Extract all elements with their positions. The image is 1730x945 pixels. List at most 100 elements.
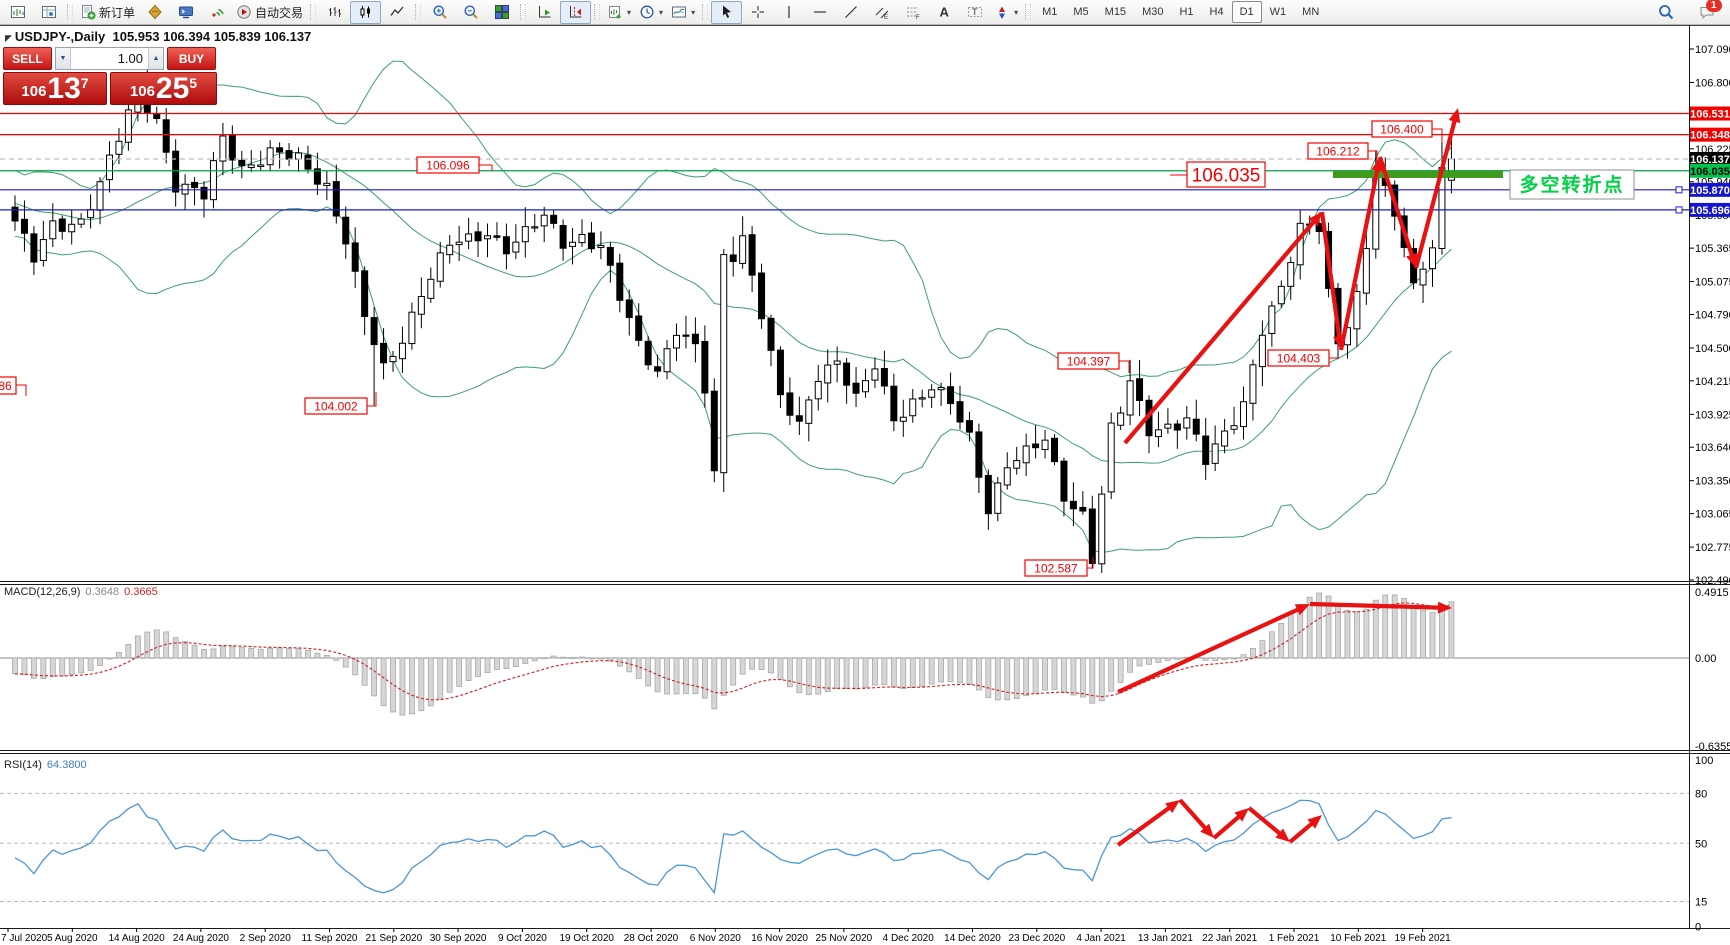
- buy-button[interactable]: BUY: [167, 47, 216, 70]
- svg-text:9 Oct 2020: 9 Oct 2020: [498, 933, 547, 944]
- label-icon: T: [967, 4, 983, 20]
- search-button[interactable]: [1650, 1, 1681, 24]
- tf-m1[interactable]: M1: [1042, 6, 1058, 18]
- trendline-button[interactable]: [835, 1, 866, 24]
- zoomout-icon: [463, 4, 479, 20]
- panel-frames: [0, 25, 1730, 929]
- macd-panel: [0, 592, 1689, 716]
- crosshair-button[interactable]: [742, 1, 773, 24]
- svg-text:102.490: 102.490: [1695, 575, 1730, 587]
- svg-text:A: A: [939, 5, 949, 20]
- chart-annotations[interactable]: 106.096 106.035 106.212 106.400 104.397 104.4…: [0, 120, 1635, 577]
- price-axis[interactable]: 107.090106.800106.510106.225105.940105.6…: [1689, 44, 1730, 934]
- vline-icon: [781, 4, 797, 20]
- svg-text:E: E: [884, 15, 888, 20]
- arrows-button[interactable]: ▾: [990, 1, 1022, 24]
- support-zone-bar: [1333, 171, 1503, 178]
- tf-h4[interactable]: H4: [1209, 6, 1224, 18]
- tf-m30[interactable]: M30: [1142, 6, 1164, 18]
- label-button[interactable]: T: [959, 1, 990, 24]
- auto-scroll-button[interactable]: [529, 1, 560, 24]
- autotrading-button-label: 自动交易: [255, 5, 304, 20]
- ask-price-panel[interactable]: 106 25 5: [110, 72, 217, 105]
- styles-button[interactable]: [139, 1, 170, 24]
- svg-text:102.775: 102.775: [1695, 542, 1730, 554]
- periods-button[interactable]: ▾: [635, 1, 667, 24]
- volume-value[interactable]: 1.00: [117, 51, 143, 66]
- svg-text:13 Jan 2021: 13 Jan 2021: [1138, 933, 1193, 944]
- svg-text:104.002: 104.002: [314, 399, 358, 413]
- zoomin-icon: [432, 4, 448, 20]
- svg-text:106.531: 106.531: [1690, 109, 1730, 121]
- bid-price-panel[interactable]: 106 13 7: [3, 72, 107, 105]
- toolbar-group-scroll: [529, 0, 592, 25]
- profiles-button[interactable]: [33, 1, 64, 24]
- signals-button[interactable]: [201, 1, 232, 24]
- svg-text:19 Oct 2020: 19 Oct 2020: [559, 933, 614, 944]
- tf-m15[interactable]: M15: [1104, 6, 1127, 18]
- svg-text:106.348: 106.348: [1690, 130, 1730, 142]
- toolbar-group-zoom: [424, 0, 517, 25]
- svg-text:6 Nov 2020: 6 Nov 2020: [690, 933, 742, 944]
- date-axis[interactable]: 7 Jul 2020 5 Aug 2020 14 Aug 2020 24 Aug 20…: [1, 928, 1451, 944]
- hline-button[interactable]: [804, 1, 835, 24]
- bar-chart-button[interactable]: [319, 1, 350, 24]
- turning-point-box: [1509, 169, 1635, 200]
- toolbar-group-separator: [702, 4, 709, 20]
- notifications-button[interactable]: 1: [1691, 0, 1722, 24]
- rsi-value: 64.3800: [46, 759, 87, 771]
- chart-corner-icon: ◤: [5, 33, 12, 43]
- svg-text:104.215: 104.215: [1695, 376, 1730, 388]
- tf-m5[interactable]: M5: [1073, 6, 1089, 18]
- signals-icon: [209, 4, 225, 20]
- toolbar-group-windows: [2, 0, 64, 25]
- line-chart-button[interactable]: [381, 1, 412, 24]
- svg-text:105.365: 105.365: [1695, 243, 1730, 255]
- price-label-box: [1307, 142, 1369, 160]
- cursor-button[interactable]: [711, 0, 743, 24]
- candlestick-button[interactable]: [350, 0, 382, 24]
- text-button[interactable]: A: [928, 1, 959, 24]
- new-order-button[interactable]: 新订单: [76, 1, 139, 24]
- toolbar-group-separator: [415, 4, 422, 20]
- svg-text:103.350: 103.350: [1695, 476, 1730, 488]
- tf-mn[interactable]: MN: [1302, 6, 1320, 18]
- fibo-button[interactable]: F: [897, 1, 928, 24]
- toolbar-right: 1: [1650, 0, 1730, 24]
- tile-windows-button[interactable]: [486, 1, 517, 24]
- chart-shift-button[interactable]: [560, 0, 592, 24]
- svg-text:24 Aug 2020: 24 Aug 2020: [173, 933, 230, 944]
- volume-increase-button[interactable]: ▲: [148, 48, 163, 69]
- svg-text:4 Dec 2020: 4 Dec 2020: [883, 933, 935, 944]
- linechart-icon: [389, 4, 405, 20]
- new-chart-button[interactable]: ▾: [603, 1, 635, 24]
- svg-text:103.640: 103.640: [1695, 442, 1730, 454]
- tile-icon: [494, 4, 510, 20]
- fibo-icon: F: [905, 4, 921, 20]
- toolbar-group-chart-type: [319, 0, 412, 25]
- dropdown-caret-icon: ▾: [627, 7, 632, 17]
- vline-button[interactable]: [773, 1, 804, 24]
- sell-button[interactable]: SELL: [3, 47, 52, 70]
- tf-w1[interactable]: W1: [1269, 6, 1287, 18]
- metaeditor-button[interactable]: [170, 1, 201, 24]
- templates-button[interactable]: ▾: [667, 1, 699, 24]
- svg-text:106.800: 106.800: [1695, 77, 1730, 89]
- chart-symbol-period: USDJPY-,Daily: [14, 29, 106, 44]
- channel-button[interactable]: E: [866, 1, 897, 24]
- chart-window-button[interactable]: [2, 1, 33, 24]
- volume-decrease-button[interactable]: ▼: [56, 48, 71, 69]
- svg-text:105.696: 105.696: [1690, 205, 1730, 217]
- crosshair-icon: [750, 4, 766, 20]
- zoom-out-button[interactable]: [455, 1, 486, 24]
- tf-h1[interactable]: H1: [1179, 6, 1194, 18]
- bucket-icon: [147, 4, 163, 20]
- trend-arrows[interactable]: [1116, 108, 1461, 847]
- autotrading-button[interactable]: 自动交易: [232, 1, 307, 24]
- zoom-in-button[interactable]: [424, 1, 455, 24]
- tf-d1[interactable]: D1: [1231, 1, 1262, 23]
- price-label-box: [1024, 559, 1088, 577]
